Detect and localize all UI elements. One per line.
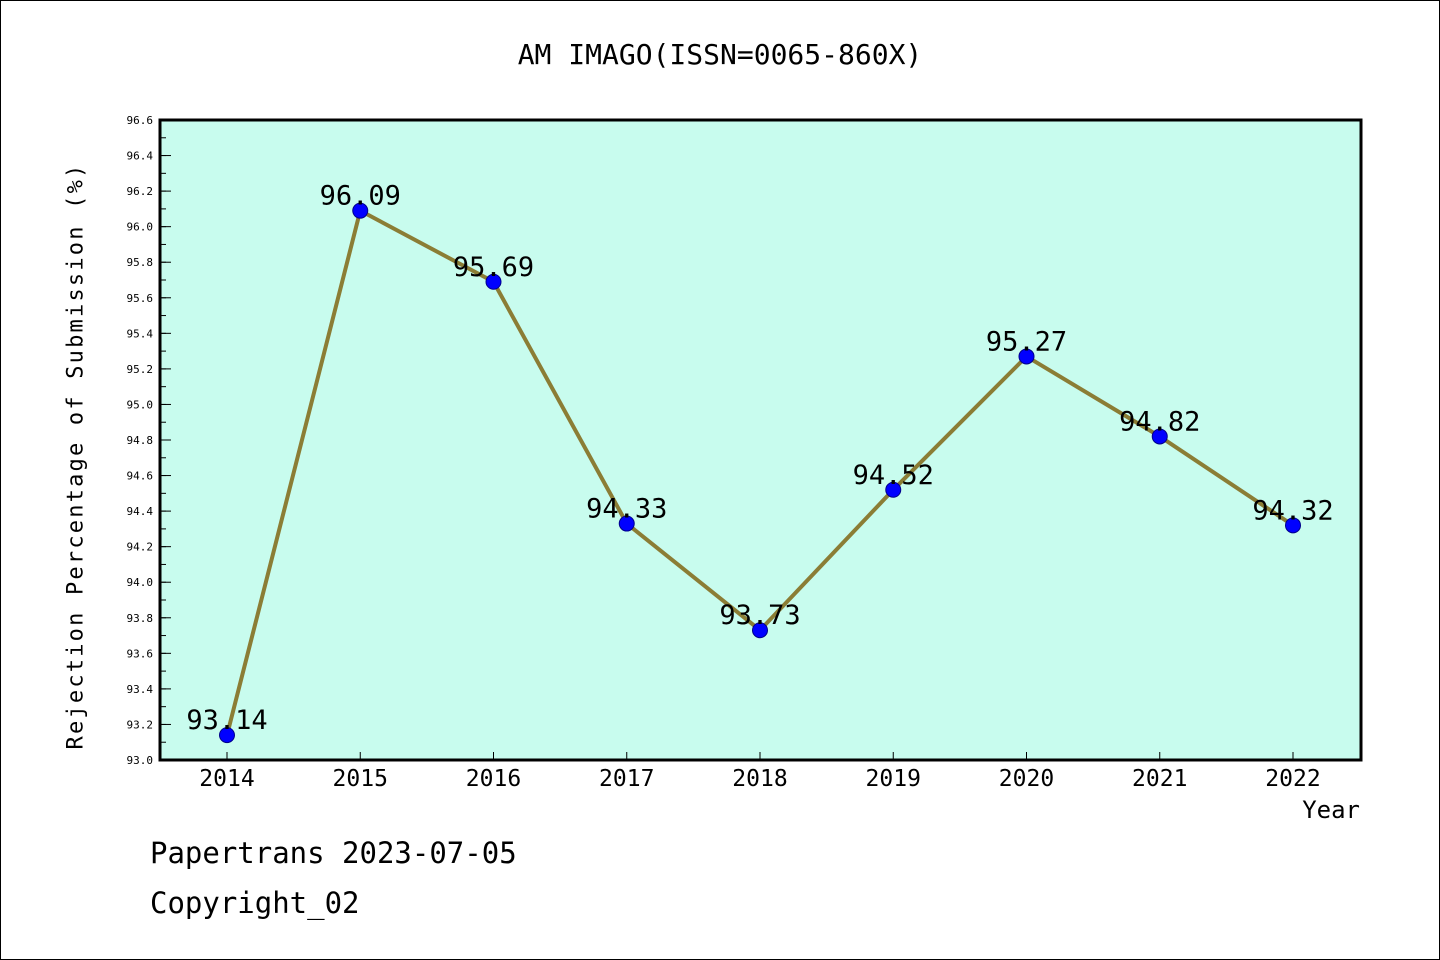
data-point bbox=[219, 727, 235, 744]
x-tick-label: 2014 bbox=[199, 766, 254, 792]
x-tick-label: 2021 bbox=[1132, 766, 1187, 792]
data-label: 95.27 bbox=[986, 326, 1067, 357]
x-tick-label: 2017 bbox=[599, 766, 654, 792]
y-tick-label: 95.0 bbox=[127, 398, 154, 411]
x-tick-label: 2022 bbox=[1265, 766, 1320, 792]
data-point bbox=[1151, 428, 1168, 445]
x-tick-label: 2019 bbox=[866, 766, 921, 792]
footer-copyright: Copyright_02 bbox=[150, 886, 360, 920]
data-point bbox=[618, 515, 635, 532]
y-tick-label: 94.0 bbox=[127, 576, 154, 589]
y-tick-label: 95.6 bbox=[127, 292, 154, 305]
plot-border bbox=[158, 118, 1363, 762]
y-tick-label: 96.2 bbox=[127, 185, 154, 198]
data-label: 94.82 bbox=[1119, 406, 1200, 437]
data-point bbox=[752, 622, 768, 639]
x-tick-label: 2016 bbox=[466, 766, 521, 792]
x-tick-label: 2020 bbox=[999, 766, 1054, 792]
data-label: 94.32 bbox=[1252, 495, 1333, 526]
y-tick-label: 93.6 bbox=[127, 647, 154, 660]
y-tick-label: 96.4 bbox=[127, 150, 154, 163]
data-point bbox=[352, 202, 369, 219]
data-label: 96.09 bbox=[320, 181, 401, 212]
data-label: 94.33 bbox=[586, 494, 667, 525]
y-tick-label: 96.0 bbox=[127, 221, 154, 234]
y-tick-label: 93.4 bbox=[127, 683, 154, 696]
y-tick-label: 93.0 bbox=[127, 754, 154, 767]
y-tick-label: 94.6 bbox=[127, 470, 154, 483]
data-label: 95.69 bbox=[453, 252, 534, 283]
y-tick-label: 94.2 bbox=[127, 541, 154, 554]
x-tick-label: 2018 bbox=[732, 766, 787, 792]
y-tick-label: 93.8 bbox=[127, 612, 154, 625]
data-point bbox=[485, 273, 502, 290]
x-axis-label: Year bbox=[1302, 796, 1360, 824]
y-tick-label: 94.8 bbox=[127, 434, 154, 447]
y-tick-label: 96.6 bbox=[127, 114, 154, 127]
data-label: 93.14 bbox=[186, 705, 267, 736]
y-tick-label: 95.8 bbox=[127, 256, 154, 269]
data-point bbox=[885, 481, 902, 498]
y-tick-label: 93.2 bbox=[127, 718, 154, 731]
y-tick-label: 94.4 bbox=[127, 505, 154, 518]
data-label: 94.52 bbox=[853, 460, 934, 491]
footer-watermark: Papertrans 2023-07-05 bbox=[150, 836, 517, 870]
y-tick-label: 95.4 bbox=[127, 327, 154, 340]
chart-title: AM IMAGO(ISSN=0065-860X) bbox=[517, 38, 923, 71]
data-point bbox=[1018, 348, 1035, 365]
plot-area bbox=[160, 120, 1361, 760]
x-tick-label: 2015 bbox=[333, 766, 388, 792]
y-tick-label: 95.2 bbox=[127, 363, 154, 376]
data-point bbox=[1285, 517, 1301, 534]
data-label: 93.73 bbox=[719, 600, 800, 631]
